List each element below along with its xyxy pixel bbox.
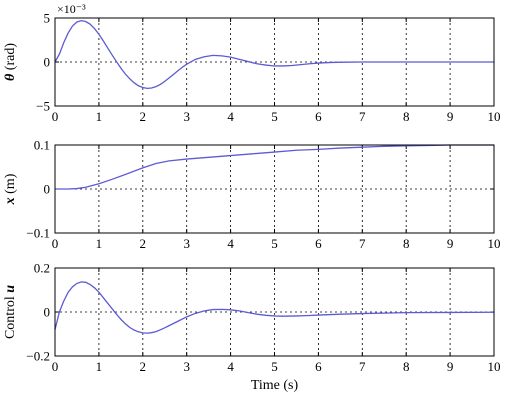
panel-1-ylabel-symbol: θ [3,73,18,81]
panel-1-series-line [54,19,494,90]
panel-3-ylabel-symbol: u [3,285,18,293]
panel-1-xtick-label: 0 [52,109,59,124]
panel-3-xtick-label: 6 [315,359,322,374]
panel-1-ytick-label: 5 [44,11,51,26]
panel-3-xtick-label: 7 [359,359,366,374]
panel-1-ylabel: θ (rad) [3,43,18,81]
panel-1-xtick-label: 1 [96,109,103,124]
panel-3-xtick-label: 2 [140,359,147,374]
panel-2-xtick-label: 8 [403,236,410,251]
panel-3-xtick-label: 8 [403,359,410,374]
panel-3-series-line [54,281,495,334]
panel-1-scale-label: ×10⁻³ [57,2,86,16]
panel-1-xtick-label: 5 [271,109,278,124]
panel-1-xtick-label: 6 [315,109,322,124]
panel-2-xtick-label: 10 [488,236,501,251]
panel-2-ylabel-unit: (m) [3,173,18,197]
panel-2-ylabel: x (m) [3,173,18,205]
panel-1-ytick-label: −5 [36,99,50,114]
panel-2-xtick-label: 2 [140,236,147,251]
panel-3-xtick-label: 9 [447,359,454,374]
panel-3-xtick-label: 3 [183,359,190,374]
panel-3-frame [54,267,495,357]
panel-3-ylabel-prefix: Control [3,293,18,339]
panel-3-xlabel: Time (s) [251,378,299,393]
panel-3-ylabel: Control u [3,285,18,339]
panel-1-xtick-label: 3 [183,109,190,124]
panel-1-xtick-label: 2 [140,109,147,124]
panel-2-ytick-label: 0 [44,182,51,197]
panel-3-ytick-label: 0 [44,305,51,320]
panel-2-xtick-label: 6 [315,236,322,251]
panel-2-xtick-label: 9 [447,236,454,251]
panel-3-xtick-label: 5 [271,359,278,374]
panel-2-frame [54,144,495,234]
panel-2-xtick-label: 4 [227,236,234,251]
panel-2-xtick-label: 3 [183,236,190,251]
panel-2-ylabel-symbol: x [3,197,18,205]
panel-2-xtick-label: 0 [52,236,59,251]
panel-1-xtick-label: 8 [403,109,410,124]
panel-1-xtick-label: 7 [359,109,366,124]
panel-1-frame [54,17,495,107]
panel-2-xtick-label: 1 [96,236,103,251]
panel-1-ytick-label: 0 [44,55,51,70]
panel-3-xtick-label: 1 [96,359,103,374]
panel-3-xtick-label: 10 [488,359,501,374]
panel-1-xtick-label: 4 [227,109,234,124]
panel-3-ytick-label: −0.2 [26,349,50,364]
panel-1-xtick-label: 9 [447,109,454,124]
panel-2-ytick-label: −0.1 [26,226,50,241]
panel-2-xtick-label: 7 [359,236,366,251]
panel-1-ylabel-unit: (rad) [3,43,18,74]
panel-2-series-line [55,144,494,190]
panel-1-xtick-label: 10 [488,109,501,124]
panel-3-xtick-label: 0 [52,359,59,374]
panel-3-xtick-label: 4 [227,359,234,374]
panel-2-xtick-label: 5 [271,236,278,251]
panel-3-ytick-label: 0.2 [34,261,50,276]
panel-2-ytick-label: 0.1 [34,138,50,153]
